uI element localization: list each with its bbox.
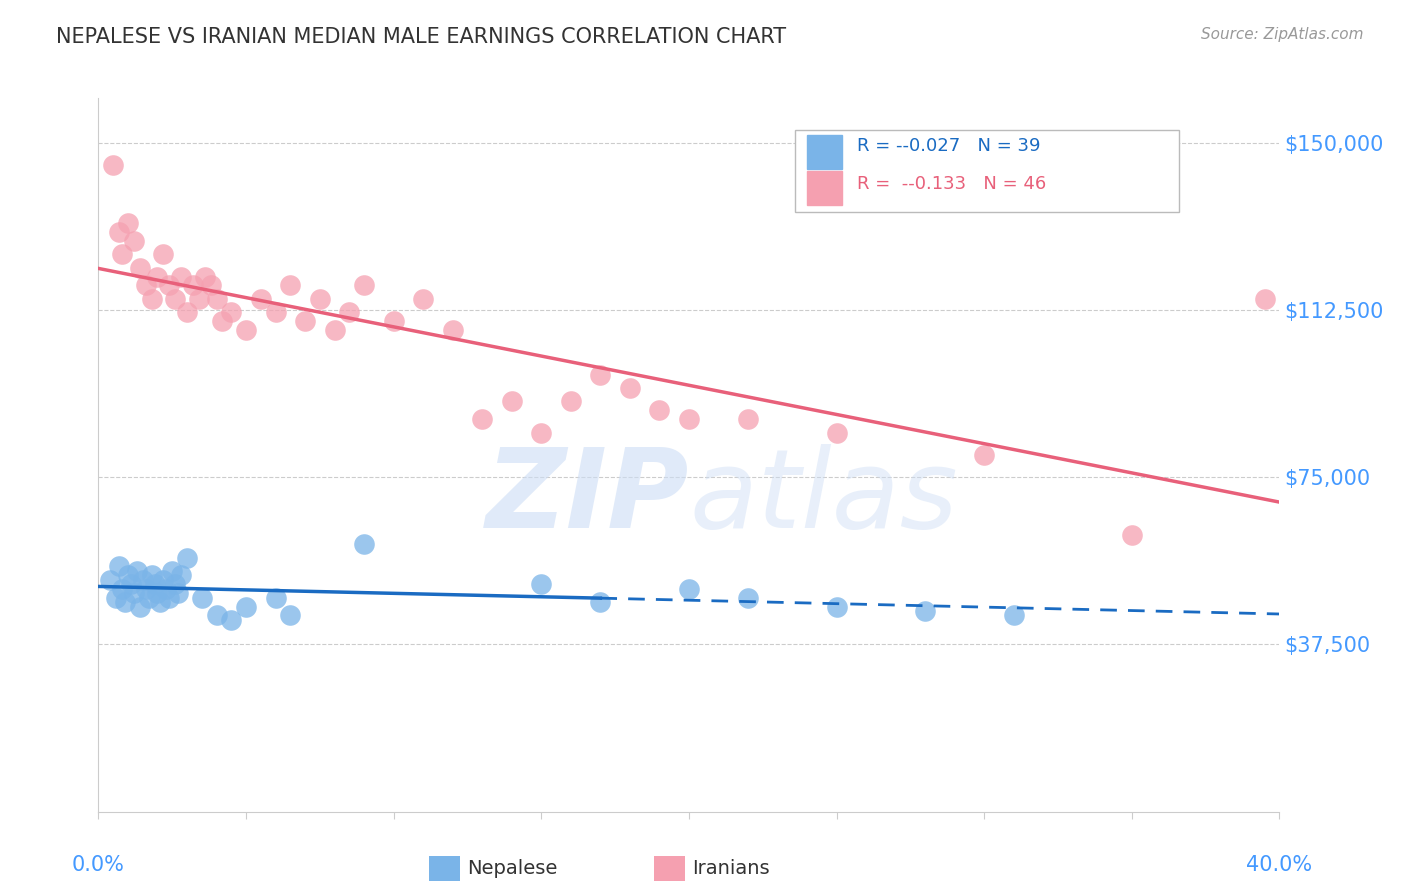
Point	[382, 314, 405, 328]
Text: Nepalese: Nepalese	[467, 859, 557, 879]
Point	[111, 582, 134, 596]
Point	[280, 278, 302, 293]
Point	[128, 599, 150, 614]
Point	[165, 577, 187, 591]
Point	[235, 599, 257, 614]
Text: ZIP: ZIP	[485, 444, 689, 551]
Point	[138, 591, 160, 605]
Point	[114, 595, 136, 609]
Point	[170, 568, 193, 582]
Point	[973, 448, 995, 462]
Point	[619, 381, 641, 395]
Point	[132, 573, 155, 587]
Point	[98, 573, 121, 587]
Point	[737, 412, 759, 426]
Point	[152, 247, 174, 261]
Point	[323, 323, 346, 337]
Point	[205, 292, 228, 306]
Point	[914, 604, 936, 618]
Point	[135, 278, 157, 293]
Bar	[796, 130, 1180, 212]
Point	[125, 564, 148, 578]
Point	[560, 394, 582, 409]
Point	[170, 269, 193, 284]
Point	[737, 591, 759, 605]
Point	[501, 394, 523, 409]
Point	[155, 582, 177, 596]
Point	[117, 216, 139, 230]
Point	[105, 591, 128, 605]
Point	[221, 613, 243, 627]
Point	[149, 595, 172, 609]
Point	[146, 269, 169, 284]
Point	[235, 323, 257, 337]
Point	[128, 260, 150, 275]
Point	[162, 564, 183, 578]
Bar	[807, 136, 842, 169]
Point	[678, 412, 700, 426]
Point	[205, 608, 228, 623]
Point	[264, 305, 287, 319]
Text: Iranians: Iranians	[692, 859, 769, 879]
Point	[309, 292, 332, 306]
Point	[103, 158, 125, 172]
Point	[441, 323, 464, 337]
Point	[191, 591, 214, 605]
Point	[117, 568, 139, 582]
Point	[353, 278, 375, 293]
Point	[1002, 608, 1025, 623]
Point	[211, 314, 233, 328]
Text: NEPALESE VS IRANIAN MEDIAN MALE EARNINGS CORRELATION CHART: NEPALESE VS IRANIAN MEDIAN MALE EARNINGS…	[56, 27, 786, 46]
Bar	[807, 171, 842, 205]
Point	[280, 608, 302, 623]
Point	[165, 292, 187, 306]
Point	[589, 595, 612, 609]
Text: atlas: atlas	[689, 444, 957, 551]
Point	[250, 292, 273, 306]
Point	[339, 305, 361, 319]
Point	[108, 225, 131, 239]
Point	[194, 269, 217, 284]
Point	[181, 278, 204, 293]
Point	[264, 591, 287, 605]
Point	[530, 577, 553, 591]
Point	[120, 577, 142, 591]
Point	[353, 537, 375, 551]
Point	[200, 278, 222, 293]
Point	[221, 305, 243, 319]
Point	[141, 292, 163, 306]
Point	[157, 591, 180, 605]
Point	[157, 278, 180, 293]
Point	[111, 247, 134, 261]
Point	[146, 586, 169, 600]
Point	[294, 314, 316, 328]
Point	[176, 550, 198, 565]
Point	[412, 292, 434, 306]
Point	[530, 425, 553, 440]
Point	[648, 403, 671, 417]
Text: 0.0%: 0.0%	[72, 855, 125, 874]
Point	[589, 368, 612, 382]
Point	[135, 582, 157, 596]
Point	[187, 292, 209, 306]
Point	[471, 412, 494, 426]
Point	[176, 305, 198, 319]
Text: 40.0%: 40.0%	[1246, 855, 1313, 874]
Point	[167, 586, 190, 600]
Point	[122, 586, 145, 600]
Point	[825, 599, 848, 614]
Point	[1254, 292, 1277, 306]
Point	[143, 577, 166, 591]
Text: R = --0.027   N = 39: R = --0.027 N = 39	[856, 137, 1040, 155]
Point	[1121, 528, 1143, 542]
Point	[108, 559, 131, 574]
Point	[825, 425, 848, 440]
Text: R =  --0.133   N = 46: R = --0.133 N = 46	[856, 175, 1046, 193]
Point	[152, 573, 174, 587]
Point	[141, 568, 163, 582]
Point	[122, 234, 145, 248]
Text: Source: ZipAtlas.com: Source: ZipAtlas.com	[1201, 27, 1364, 42]
Point	[678, 582, 700, 596]
